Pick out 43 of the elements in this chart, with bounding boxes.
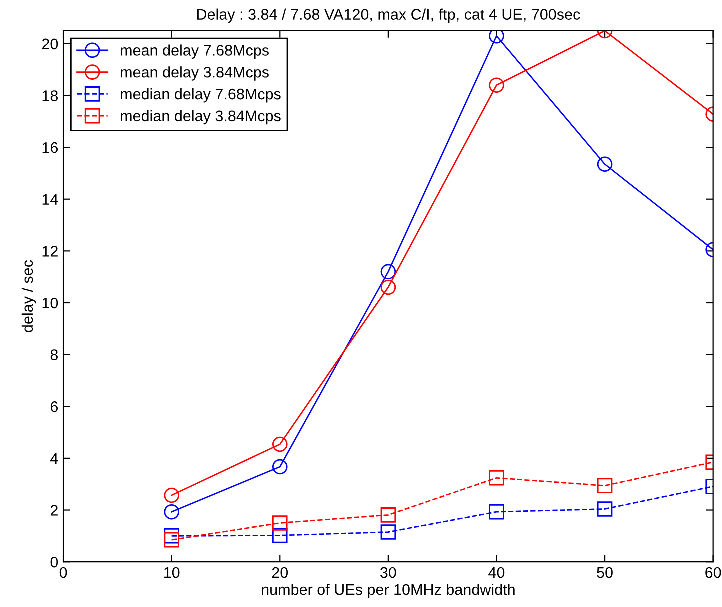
point	[597, 502, 613, 517]
chart-title: Delay : 3.84 / 7.68 VA120, max C/I, ftp, cat 4 UE, 700sec	[197, 8, 580, 24]
legend-label: mean delay 7.68Mcps	[121, 44, 269, 59]
x-tick-label: 20	[272, 567, 288, 578]
x-tick-label: 10	[164, 567, 180, 578]
x-tick-label: 60	[706, 567, 722, 578]
point	[164, 488, 180, 504]
point	[272, 528, 288, 544]
y-tick-label: 8	[50, 350, 58, 360]
x-axis-title: number of UEs per 10MHz bandwidth	[262, 584, 515, 598]
y-tick-label: 18	[42, 90, 58, 102]
y-axis-title: delay / sec	[22, 260, 36, 332]
point	[272, 516, 288, 531]
x-tick-label: 30	[380, 567, 396, 578]
y-tick-label: 4	[50, 453, 58, 464]
point	[164, 504, 180, 520]
point	[164, 532, 180, 548]
y-tick-label: 10	[42, 298, 58, 309]
x-tick-label: 0	[60, 567, 68, 578]
point	[380, 524, 396, 540]
y-tick-label: 14	[42, 194, 58, 205]
point	[489, 78, 504, 94]
point	[272, 436, 288, 452]
y-tick-label: 2	[50, 505, 58, 516]
point	[272, 459, 288, 475]
point	[489, 470, 504, 486]
legend-label: mean delay 3.84Mcps	[121, 66, 269, 81]
point	[489, 30, 504, 44]
point	[597, 156, 613, 172]
point	[489, 504, 504, 520]
point	[380, 508, 396, 523]
point	[597, 478, 613, 494]
x-tick-label: 40	[488, 567, 505, 578]
point	[380, 264, 396, 280]
y-tick-label: 12	[42, 246, 58, 257]
x-tick-label: 50	[597, 567, 613, 578]
y-tick-label: 20	[42, 38, 58, 50]
point	[380, 280, 396, 296]
legend-label: median delay 7.68Mcps	[121, 88, 281, 103]
y-tick-label: 0	[50, 556, 58, 568]
y-tick-label: 16	[42, 142, 58, 154]
y-tick-label: 6	[50, 402, 58, 412]
legend-label: median delay 3.84Mcps	[121, 110, 281, 125]
